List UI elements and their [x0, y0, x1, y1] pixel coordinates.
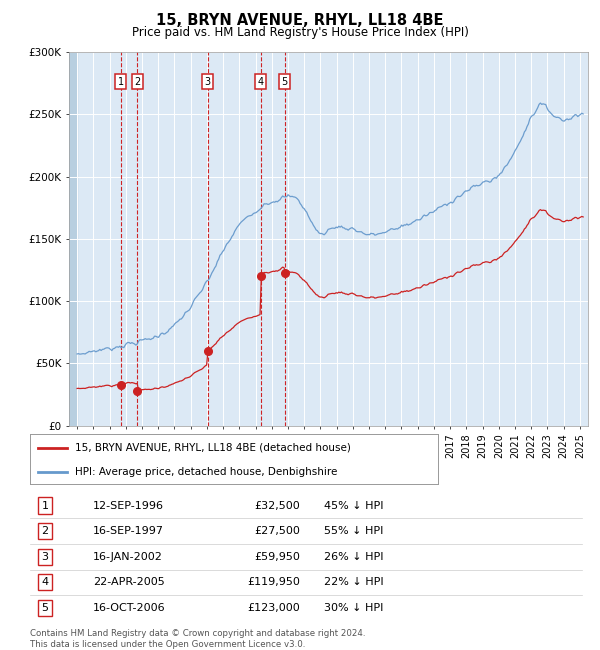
Text: 16-OCT-2006: 16-OCT-2006: [93, 603, 166, 613]
Text: 30% ↓ HPI: 30% ↓ HPI: [324, 603, 383, 613]
Text: £123,000: £123,000: [247, 603, 300, 613]
Text: 22-APR-2005: 22-APR-2005: [93, 577, 165, 588]
Text: 4: 4: [257, 77, 263, 87]
Text: 3: 3: [41, 552, 49, 562]
Text: 55% ↓ HPI: 55% ↓ HPI: [324, 526, 383, 536]
Text: £27,500: £27,500: [254, 526, 300, 536]
Text: 45% ↓ HPI: 45% ↓ HPI: [324, 500, 383, 510]
Text: 2: 2: [41, 526, 49, 536]
Text: 1: 1: [41, 500, 49, 510]
Text: £32,500: £32,500: [254, 500, 300, 510]
Text: 5: 5: [281, 77, 287, 87]
Text: 15, BRYN AVENUE, RHYL, LL18 4BE (detached house): 15, BRYN AVENUE, RHYL, LL18 4BE (detache…: [75, 443, 351, 453]
Text: 16-SEP-1997: 16-SEP-1997: [93, 526, 164, 536]
Text: 22% ↓ HPI: 22% ↓ HPI: [324, 577, 383, 588]
Bar: [69, 52, 77, 426]
Text: 16-JAN-2002: 16-JAN-2002: [93, 552, 163, 562]
Text: HPI: Average price, detached house, Denbighshire: HPI: Average price, detached house, Denb…: [75, 467, 337, 476]
Text: Price paid vs. HM Land Registry's House Price Index (HPI): Price paid vs. HM Land Registry's House …: [131, 26, 469, 39]
Text: 2: 2: [134, 77, 140, 87]
Text: 26% ↓ HPI: 26% ↓ HPI: [324, 552, 383, 562]
Text: Contains HM Land Registry data © Crown copyright and database right 2024.
This d: Contains HM Land Registry data © Crown c…: [30, 629, 365, 649]
Text: £59,950: £59,950: [254, 552, 300, 562]
Text: 4: 4: [41, 577, 49, 588]
Text: 1: 1: [118, 77, 124, 87]
Text: 15, BRYN AVENUE, RHYL, LL18 4BE: 15, BRYN AVENUE, RHYL, LL18 4BE: [156, 13, 444, 28]
Text: 12-SEP-1996: 12-SEP-1996: [93, 500, 164, 510]
Text: 3: 3: [205, 77, 211, 87]
Text: £119,950: £119,950: [247, 577, 300, 588]
Text: 5: 5: [41, 603, 49, 613]
